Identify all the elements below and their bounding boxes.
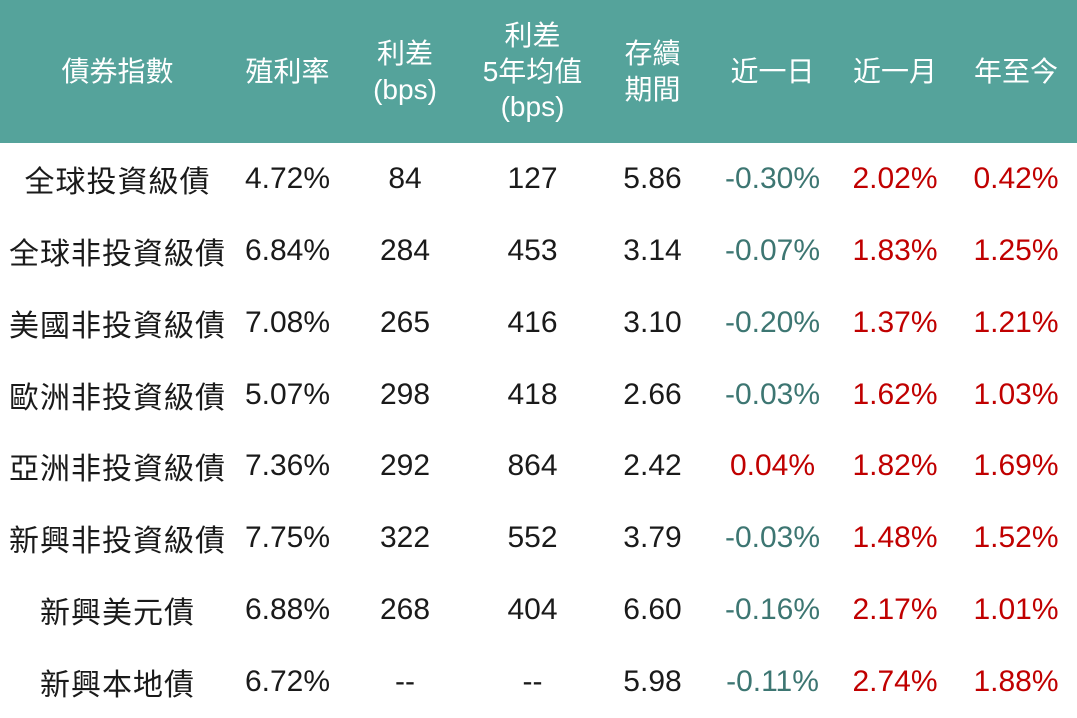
column-header-spread: 利差 (bps) xyxy=(340,0,470,143)
cell-spread: 298 xyxy=(379,377,431,411)
cell-spread5y: 416 xyxy=(507,305,558,339)
cell-spread5y: 404 xyxy=(507,593,558,627)
cell-spread5y: 127 xyxy=(507,161,558,195)
cell-yield: 4.72% xyxy=(244,161,331,195)
table-row: 新興本地債 6.72% -- -- 5.98 -0.11% 2.74% 1.88% xyxy=(0,646,1077,718)
cell-ytd: 1.01% xyxy=(973,593,1059,627)
cell-m1: 1.82% xyxy=(852,449,938,483)
cell-spread: 284 xyxy=(379,233,431,267)
column-header-spread5y: 利差 5年均值 (bps) xyxy=(470,0,595,143)
cell-ytd: 1.88% xyxy=(973,665,1059,699)
cell-m1: 1.48% xyxy=(852,521,938,555)
cell-name: 新興本地債 xyxy=(40,669,195,703)
cell-spread: 84 xyxy=(388,161,422,195)
column-header-name: 債券指數 xyxy=(0,0,235,143)
cell-name: 新興美元債 xyxy=(40,597,195,631)
cell-duration: 6.60 xyxy=(623,593,682,627)
column-header-ytd: 年至今 xyxy=(955,0,1077,143)
cell-d1: -0.03% xyxy=(724,377,821,411)
cell-yield: 6.84% xyxy=(244,233,331,267)
cell-d1: -0.20% xyxy=(724,305,821,339)
cell-duration: 2.42 xyxy=(623,449,682,483)
cell-duration: 5.98 xyxy=(623,665,682,699)
table-header: 債券指數 殖利率 利差 (bps) 利差 5年均值 (bps) 存續 期間 近一日 近一月年… xyxy=(0,0,1077,143)
cell-m1: 2.02% xyxy=(852,161,938,195)
cell-spread: -- xyxy=(395,665,415,699)
cell-duration: 3.10 xyxy=(623,305,682,339)
cell-spread: 265 xyxy=(379,305,431,339)
cell-m1: 1.37% xyxy=(852,305,938,339)
cell-yield: 7.08% xyxy=(244,305,331,339)
cell-m1: 1.83% xyxy=(852,233,938,267)
cell-ytd: 1.21% xyxy=(973,305,1059,339)
cell-m1: 2.74% xyxy=(852,665,938,699)
table-row: 新興美元債 6.88% 268 404 6.60 -0.16% 2.17% 1.01% xyxy=(0,574,1077,646)
cell-yield: 7.75% xyxy=(244,521,331,555)
cell-duration: 5.86 xyxy=(623,161,682,195)
column-header-m1: 近一月 xyxy=(835,0,955,143)
cell-duration: 2.66 xyxy=(623,377,682,411)
cell-yield: 5.07% xyxy=(244,377,331,411)
cell-ytd: 1.52% xyxy=(973,521,1059,555)
cell-d1: -0.07% xyxy=(724,233,821,267)
cell-spread5y: 453 xyxy=(507,233,558,267)
cell-name: 亞洲非投資級債 xyxy=(9,453,226,487)
cell-ytd: 1.69% xyxy=(973,449,1059,483)
cell-yield: 7.36% xyxy=(244,449,331,483)
cell-spread: 268 xyxy=(379,593,431,627)
cell-duration: 3.79 xyxy=(623,521,682,555)
cell-name: 美國非投資級債 xyxy=(9,309,226,343)
cell-name: 全球投資級債 xyxy=(24,165,211,199)
cell-m1: 1.62% xyxy=(852,377,938,411)
table-row: 歐洲非投資級債 5.07% 298 418 2.66 -0.03% 1.62% 1.03% xyxy=(0,359,1077,431)
cell-ytd: 0.42% xyxy=(973,161,1059,195)
table-row: 新興非投資級債 7.75% 322 552 3.79 -0.03% 1.48% 1.52% xyxy=(0,502,1077,574)
cell-spread5y: -- xyxy=(522,665,543,699)
table-row: 全球投資級債 4.72% 84 127 5.86 -0.30% 2.02% 0.42% xyxy=(0,143,1077,215)
cell-d1: -0.11% xyxy=(726,665,819,699)
cell-m1: 2.17% xyxy=(852,593,938,627)
column-header-duration: 存續 期間 xyxy=(595,0,710,143)
cell-ytd: 1.25% xyxy=(973,233,1059,267)
cell-spread: 292 xyxy=(379,449,431,483)
cell-name: 歐洲非投資級債 xyxy=(9,381,226,415)
cell-ytd: 1.03% xyxy=(973,377,1059,411)
cell-name: 全球非投資級債 xyxy=(9,237,226,271)
cell-d1: -0.16% xyxy=(724,593,821,627)
cell-spread5y: 864 xyxy=(507,449,558,483)
table-body: 全球投資級債 4.72% 84 127 5.86 -0.30% 2.02% 0.42% 全球非投… xyxy=(0,143,1077,718)
table-row: 亞洲非投資級債 7.36% 292 864 2.42 0.04% 1.82% 1.69% xyxy=(0,431,1077,503)
table-header-row: 債券指數 殖利率 利差 (bps) 利差 5年均值 (bps) 存續 期間 近一日 近一月年… xyxy=(0,0,1077,143)
cell-yield: 6.88% xyxy=(244,593,331,627)
cell-duration: 3.14 xyxy=(623,233,682,267)
table-row: 全球非投資級債 6.84% 284 453 3.14 -0.07% 1.83% 1.25% xyxy=(0,215,1077,287)
table-row: 美國非投資級債 7.08% 265 416 3.10 -0.20% 1.37% 1.21% xyxy=(0,287,1077,359)
cell-name: 新興非投資級債 xyxy=(9,525,226,559)
column-header-d1: 近一日 xyxy=(710,0,835,143)
cell-d1: 0.04% xyxy=(729,449,816,483)
cell-yield: 6.72% xyxy=(244,665,331,699)
cell-spread5y: 552 xyxy=(507,521,558,555)
column-header-yield: 殖利率 xyxy=(235,0,340,143)
cell-spread5y: 418 xyxy=(507,377,558,411)
cell-spread: 322 xyxy=(379,521,431,555)
cell-d1: -0.03% xyxy=(724,521,821,555)
cell-d1: -0.30% xyxy=(724,161,821,195)
